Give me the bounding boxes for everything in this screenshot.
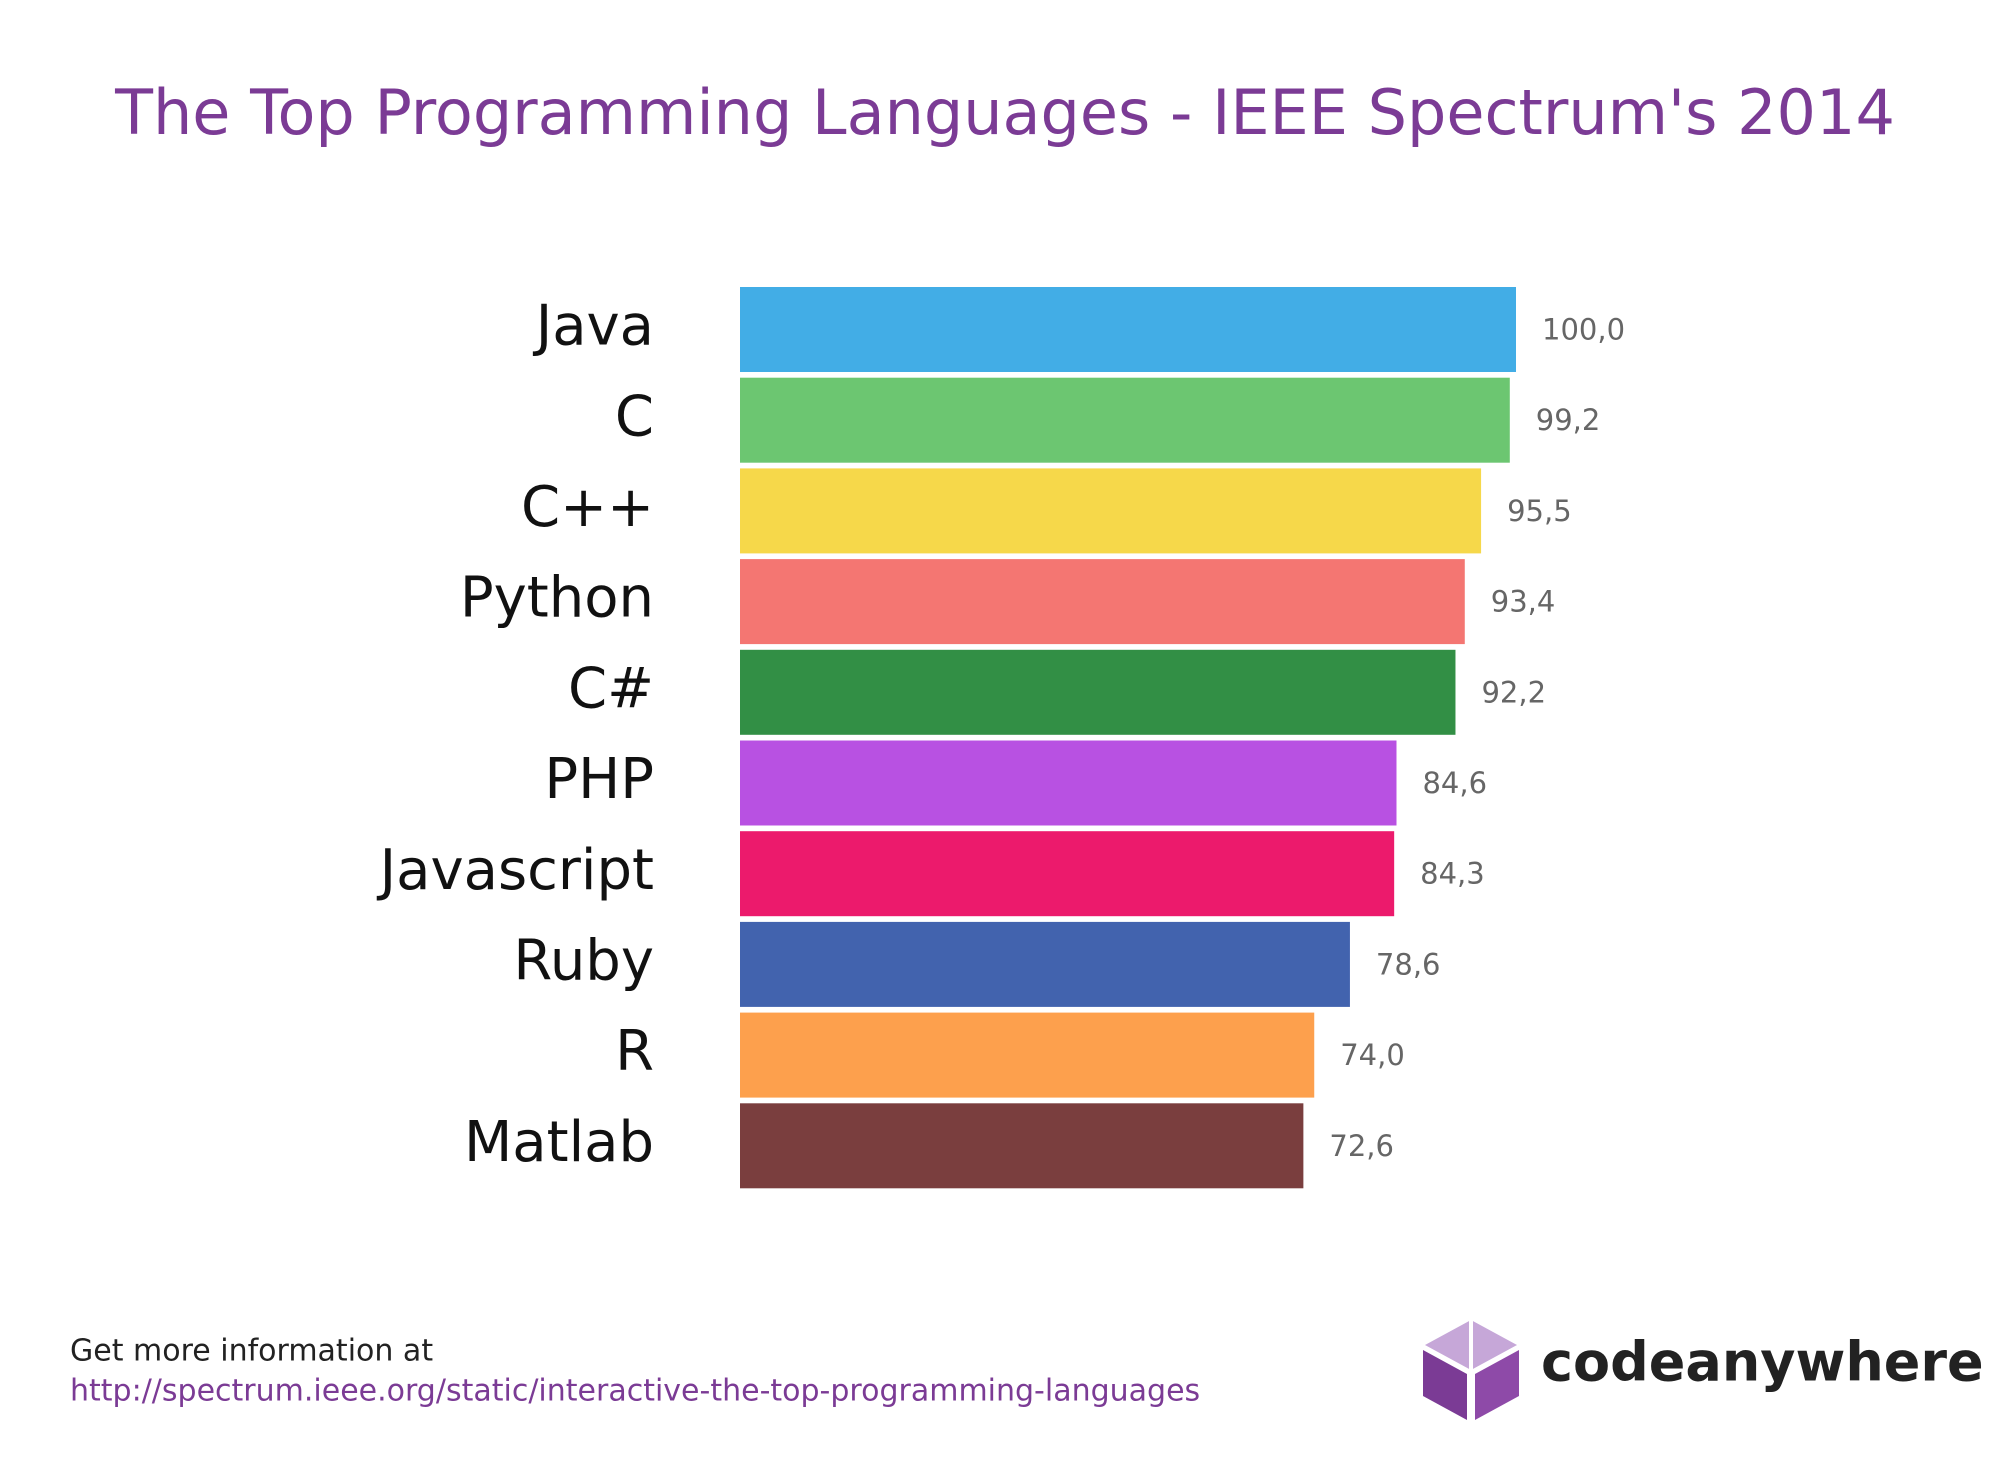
category-label: Matlab (464, 1110, 654, 1175)
footer-text: Get more information at (70, 1334, 433, 1369)
category-label: Java (533, 294, 654, 359)
category-label: C# (568, 656, 654, 721)
logo-text: codeanywhere (1541, 1331, 1984, 1394)
category-label: PHP (544, 747, 654, 812)
bar (740, 377, 1510, 463)
value-label: 95,5 (1507, 494, 1572, 528)
value-label: 74,0 (1340, 1038, 1405, 1072)
bar (740, 649, 1456, 735)
bar (740, 740, 1397, 826)
category-label: Javascript (377, 838, 654, 903)
bar (740, 287, 1516, 372)
logo-icon (1423, 1320, 1519, 1420)
bar (740, 921, 1350, 1007)
category-label: R (615, 1019, 654, 1084)
category-label: Python (460, 566, 654, 631)
value-label: 92,2 (1481, 675, 1546, 709)
value-label: 100,0 (1542, 313, 1625, 347)
bar (740, 1103, 1304, 1189)
bar (740, 468, 1482, 554)
bar (740, 1012, 1315, 1098)
footer-url[interactable]: http://spectrum.ieee.org/static/interact… (70, 1374, 1200, 1409)
chart-title: The Top Programming Languages - IEEE Spe… (114, 76, 1895, 149)
category-label: C++ (521, 475, 654, 540)
value-label: 84,3 (1420, 857, 1485, 891)
value-label: 78,6 (1376, 947, 1441, 981)
bar (740, 831, 1395, 917)
category-label: Ruby (513, 929, 654, 994)
category-label: C (615, 384, 654, 449)
value-label: 99,2 (1536, 403, 1601, 437)
value-label: 93,4 (1491, 585, 1556, 619)
value-label: 72,6 (1329, 1129, 1394, 1163)
bar (740, 559, 1465, 645)
value-label: 84,6 (1422, 766, 1487, 800)
